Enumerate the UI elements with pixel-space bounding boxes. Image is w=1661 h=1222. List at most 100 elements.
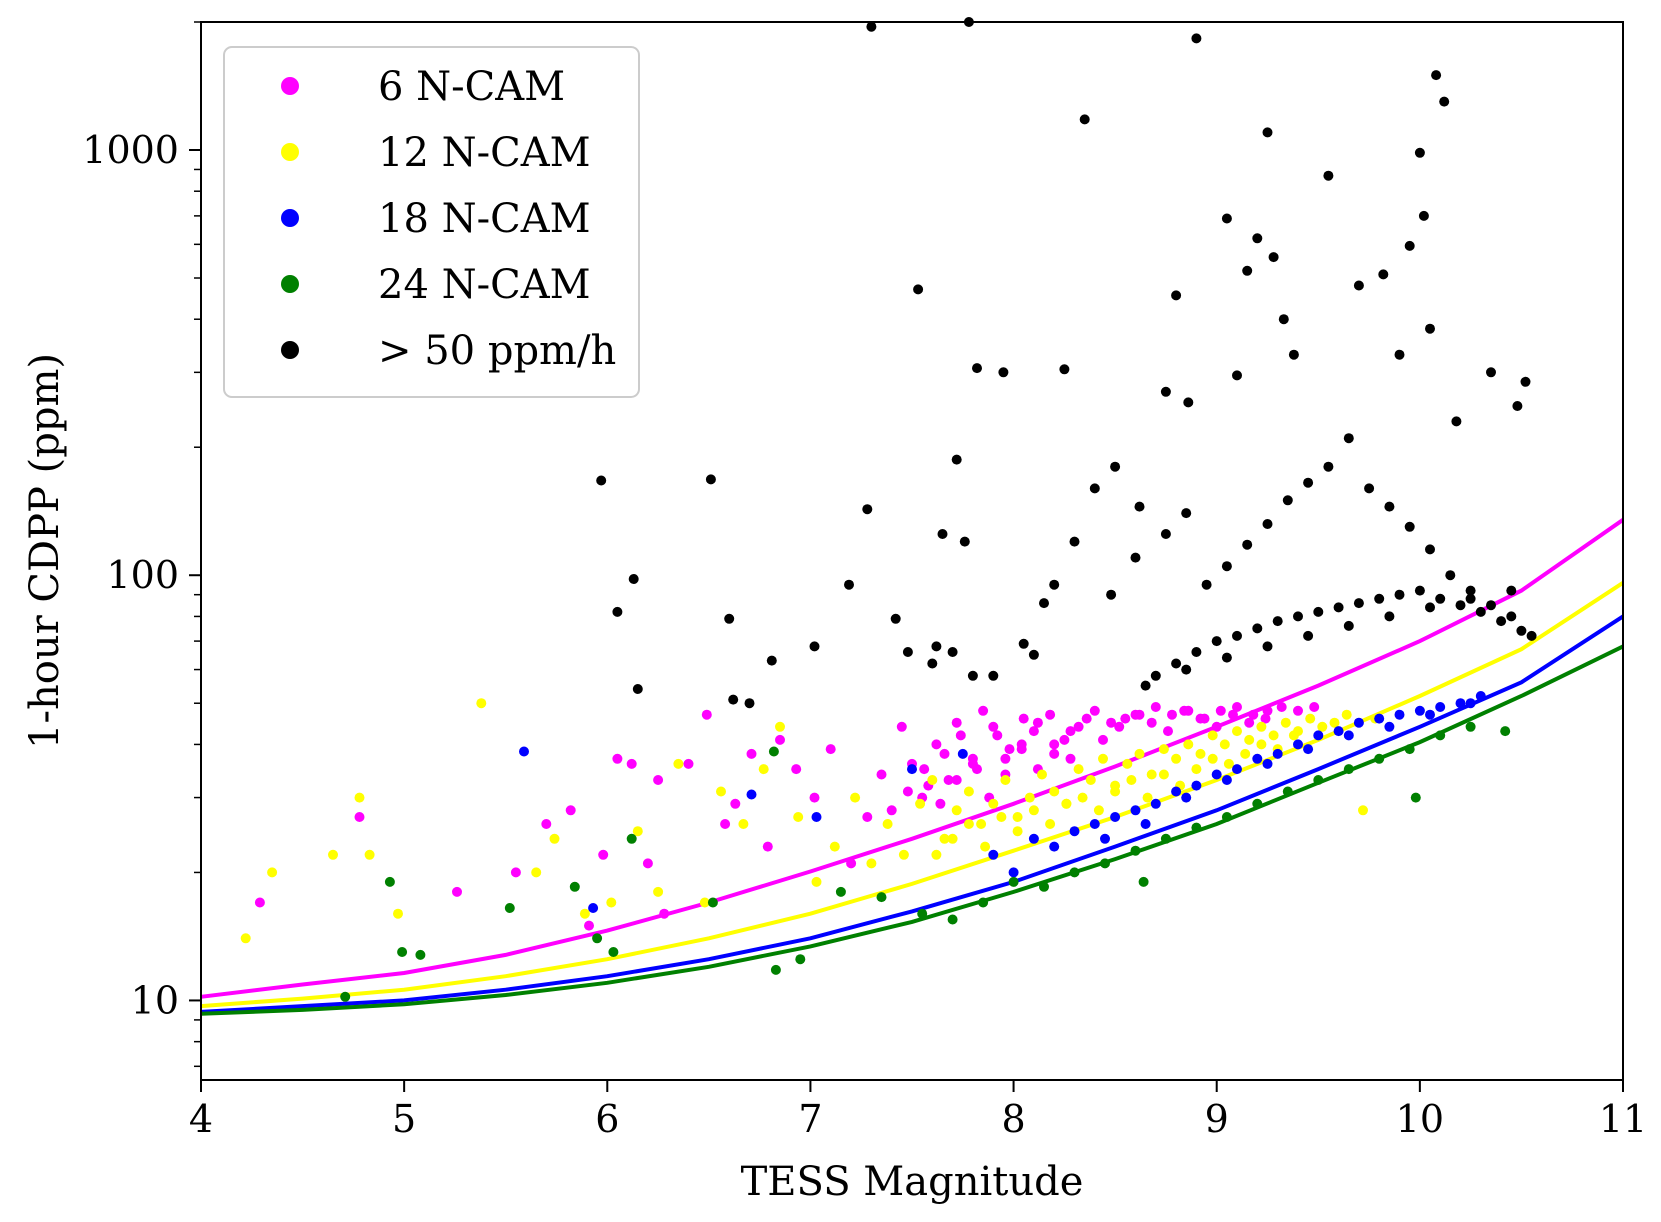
point-6-n-cam: [452, 886, 462, 897]
point-12-n-cam: [1171, 753, 1182, 764]
point-12-n-cam: [927, 775, 938, 785]
point-18-n-cam: [1455, 698, 1466, 709]
point-50-ppm-h: [1268, 252, 1279, 263]
point-12-n-cam: [1207, 753, 1218, 764]
x-tick-label: 4: [189, 1097, 213, 1141]
point-24-n-cam: [569, 881, 580, 892]
point-12-n-cam: [1012, 826, 1023, 837]
point-50-ppm-h: [1028, 649, 1039, 660]
point-24-n-cam: [1100, 858, 1110, 869]
point-12-n-cam: [354, 792, 365, 803]
point-6-n-cam: [1045, 709, 1056, 720]
point-50-ppm-h: [1520, 376, 1531, 387]
point-24-n-cam: [876, 892, 887, 903]
point-50-ppm-h: [1106, 589, 1117, 600]
point-6-n-cam: [1059, 734, 1070, 745]
point-24-n-cam: [1500, 726, 1511, 737]
point-50-ppm-h: [967, 670, 978, 681]
point-6-n-cam: [1167, 709, 1177, 720]
point-12-n-cam: [1219, 739, 1230, 750]
point-6-n-cam: [931, 739, 942, 750]
legend-label-12-ncam: 12 N-CAM: [378, 130, 591, 176]
legend-label-6-ncam: 6 N-CAM: [378, 64, 565, 110]
point-6-n-cam: [1065, 753, 1076, 764]
point-50-ppm-h: [1303, 630, 1314, 641]
point-12-n-cam: [579, 908, 590, 919]
point-6-n-cam: [1073, 721, 1084, 732]
point-12-n-cam: [1305, 713, 1316, 724]
x-tick-label: 9: [1205, 1097, 1229, 1141]
point-24-n-cam: [504, 903, 515, 913]
point-50-ppm-h: [809, 641, 820, 652]
point-12-n-cam: [829, 841, 840, 852]
point-50-ppm-h: [1183, 397, 1194, 408]
point-12-n-cam: [1240, 748, 1251, 759]
legend-marker-18-ncam: [281, 209, 299, 227]
point-6-n-cam: [1032, 717, 1043, 728]
point-6-n-cam: [1293, 705, 1303, 716]
legend-marker-6-ncam: [281, 77, 299, 95]
point-18-n-cam: [1150, 798, 1161, 809]
point-24-n-cam: [1138, 876, 1149, 887]
point-6-n-cam: [846, 858, 857, 869]
point-50-ppm-h: [1343, 620, 1354, 631]
point-50-ppm-h: [988, 670, 999, 681]
point-6-n-cam: [825, 744, 836, 755]
point-6-n-cam: [1028, 726, 1039, 737]
point-18-n-cam: [1293, 739, 1303, 750]
point-12-n-cam: [673, 758, 684, 769]
point-18-n-cam: [1262, 758, 1273, 769]
point-18-n-cam: [1049, 841, 1060, 852]
point-12-n-cam: [1093, 805, 1104, 816]
point-50-ppm-h: [1150, 670, 1161, 681]
point-6-n-cam: [1248, 709, 1259, 720]
point-6-n-cam: [791, 764, 802, 775]
point-24-n-cam: [1221, 812, 1232, 822]
scatter-points: [240, 17, 1537, 1002]
point-6-n-cam: [354, 812, 365, 822]
point-50-ppm-h: [1496, 616, 1507, 627]
point-6-n-cam: [967, 758, 978, 769]
point-12-n-cam: [947, 833, 958, 844]
point-6-n-cam: [1215, 705, 1226, 716]
point-12-n-cam: [1280, 717, 1291, 728]
point-6-n-cam: [1179, 705, 1190, 716]
point-50-ppm-h: [1232, 370, 1242, 381]
point-50-ppm-h: [1425, 323, 1435, 334]
point-6-n-cam: [701, 709, 712, 720]
point-18-n-cam: [1100, 833, 1110, 844]
point-50-ppm-h: [1181, 508, 1192, 519]
point-6-n-cam: [1106, 717, 1117, 728]
point-6-n-cam: [809, 792, 820, 803]
point-6-n-cam: [1211, 721, 1222, 732]
legend-marker-over-50: [281, 341, 299, 359]
point-12-n-cam: [1061, 798, 1072, 809]
point-6-n-cam: [1232, 702, 1242, 712]
point-6-n-cam: [951, 717, 962, 728]
point-50-ppm-h: [1262, 519, 1273, 529]
point-50-ppm-h: [1323, 461, 1334, 472]
point-6-n-cam: [541, 819, 552, 829]
point-24-n-cam: [770, 964, 781, 975]
point-12-n-cam: [606, 897, 617, 908]
point-50-ppm-h: [1221, 561, 1232, 572]
point-12-n-cam: [240, 933, 251, 944]
point-6-n-cam: [876, 769, 887, 780]
point-6-n-cam: [565, 805, 576, 816]
point-50-ppm-h: [1221, 652, 1232, 663]
point-50-ppm-h: [1465, 593, 1476, 604]
point-50-ppm-h: [1262, 127, 1273, 138]
point-6-n-cam: [1244, 717, 1255, 728]
legend-label-18-ncam: 18 N-CAM: [378, 196, 591, 242]
point-18-n-cam: [988, 849, 999, 860]
point-12-n-cam: [1268, 730, 1279, 741]
point-50-ppm-h: [1252, 233, 1263, 244]
point-18-n-cam: [1414, 705, 1425, 716]
legend-label-24-ncam: 24 N-CAM: [378, 262, 591, 308]
trend-lines: [200, 518, 1625, 1016]
point-6-n-cam: [626, 758, 637, 769]
point-50-ppm-h: [1059, 364, 1070, 375]
point-50-ppm-h: [1465, 585, 1476, 596]
point-50-ppm-h: [1039, 598, 1049, 609]
point-6-n-cam: [1309, 702, 1320, 712]
